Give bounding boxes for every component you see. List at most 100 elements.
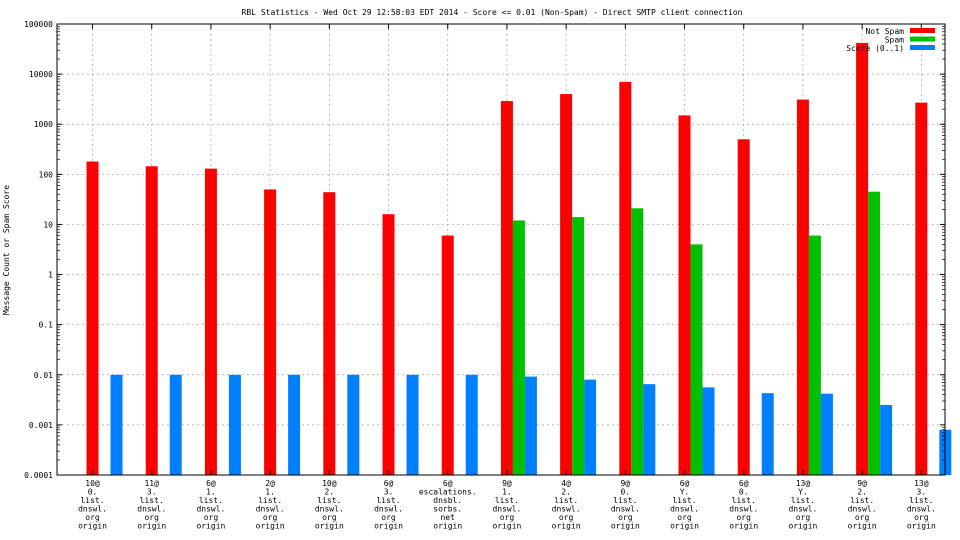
x-tick-label-line: 9@ <box>857 479 867 488</box>
x-tick-label-line: org <box>263 513 278 522</box>
x-tick-label-line: Y. <box>798 488 808 497</box>
x-tick-label-line: org <box>914 513 929 522</box>
bar-not-spam <box>264 189 277 475</box>
y-tick-label: 0.1 <box>39 321 54 330</box>
bar-score-0-1 <box>584 379 597 475</box>
x-tick-label-line: 0. <box>620 488 630 497</box>
x-tick-label-line: dnswl. <box>552 505 581 514</box>
x-tick-label-line: 11@ <box>144 479 159 488</box>
x-tick-label-line: dnswl. <box>137 505 166 514</box>
x-tick-label-line: list. <box>317 496 341 505</box>
x-tick-label-line: origin <box>433 522 462 531</box>
x-tick-label-line: org <box>796 513 811 522</box>
x-tick-label-line: dnswl. <box>492 505 521 514</box>
x-tick-label-line: origin <box>256 522 285 531</box>
y-tick-label: 10 <box>43 220 53 229</box>
bar-not-spam <box>86 161 99 475</box>
x-tick-label: 6@ 0. list. dnswl. org origin <box>729 479 758 531</box>
x-tick-label-line: 2. <box>324 488 334 497</box>
x-tick-label: 9@ 2. list. dnswl. org origin <box>848 479 877 531</box>
legend-label: Score (0..1) <box>846 44 904 53</box>
x-tick-label: 9@ 0. list. dnswl. org origin <box>611 479 640 531</box>
x-tick-label-line: list. <box>495 496 519 505</box>
x-tick-label-line: origin <box>729 522 758 531</box>
x-tick-label-line: list. <box>672 496 696 505</box>
x-tick-label: 2@ 1. list. dnswl. org origin <box>256 479 285 531</box>
bar-not-spam <box>323 192 336 475</box>
x-tick-label-line: org <box>559 513 574 522</box>
x-tick-label-line: org <box>322 513 337 522</box>
x-tick-label-line: origin <box>492 522 521 531</box>
x-tick-label-line: dnswl. <box>196 505 225 514</box>
x-tick-label-line: dnswl. <box>256 505 285 514</box>
x-tick-label-line: origin <box>907 522 936 531</box>
x-tick-label-line: 3. <box>384 488 394 497</box>
x-tick-label-line: origin <box>611 522 640 531</box>
x-tick-label: 6@ escalations. dnsbl. sorbs. net origin <box>419 479 477 531</box>
x-tick-label: 11@ 3. list. dnswl. org origin <box>137 479 166 531</box>
x-tick-label-line: 6@ <box>384 479 394 488</box>
x-tick-label-line: origin <box>788 522 817 531</box>
bar-not-spam <box>441 235 454 475</box>
x-tick-label-line: org <box>204 513 219 522</box>
y-tick-label: 0.001 <box>29 421 53 430</box>
bar-not-spam <box>500 101 513 476</box>
x-tick-label-line: list. <box>850 496 874 505</box>
x-tick-label-line: 10@ <box>85 479 100 488</box>
x-tick-label: 13@ Y. list. dnswl. org origin <box>788 479 817 531</box>
x-tick-label-line: 0. <box>739 488 749 497</box>
bar-not-spam <box>915 102 928 475</box>
x-tick-label-line: list. <box>376 496 400 505</box>
x-tick-label: 4@ 2. list. dnswl. org origin <box>552 479 581 531</box>
legend-label: Not Spam <box>865 27 904 36</box>
x-tick-label-line: org <box>381 513 396 522</box>
legend-swatch <box>910 36 935 42</box>
x-tick-label: 10@ 2. list. dnswl. org origin <box>315 479 344 531</box>
x-tick-label-line: Y. <box>680 488 690 497</box>
x-tick-label-line: list. <box>613 496 637 505</box>
bar-score-0-1 <box>110 374 123 475</box>
bar-score-0-1 <box>702 387 715 475</box>
x-tick-label-line: origin <box>315 522 344 531</box>
x-tick-label-line: 6@ <box>206 479 216 488</box>
x-tick-label-line: dnswl. <box>729 505 758 514</box>
x-tick-label-line: net <box>440 513 455 522</box>
x-tick-label-line: dnswl. <box>848 505 877 514</box>
bar-not-spam <box>204 168 217 475</box>
x-tick-label-line: list. <box>732 496 756 505</box>
x-tick-label-line: 0. <box>88 488 98 497</box>
x-tick-label-line: 9@ <box>620 479 630 488</box>
x-tick-label-line: 6@ <box>739 479 749 488</box>
bar-score-0-1 <box>347 374 360 475</box>
legend-label: Spam <box>885 36 904 45</box>
x-tick-label-line: escalations. <box>419 488 477 497</box>
bar-not-spam <box>737 139 750 475</box>
y-tick-label: 100000 <box>24 20 53 29</box>
bar-score-0-1 <box>288 374 301 475</box>
x-tick-label-line: org <box>144 513 159 522</box>
x-tick-label-line: dnswl. <box>907 505 936 514</box>
bar-score-0-1 <box>880 404 893 475</box>
bar-score-0-1 <box>761 393 774 475</box>
legend-swatch <box>910 45 935 50</box>
y-ticks: 0.0001 0.001 0.01 0.1 1 10 100 1000 10000 100000 <box>24 20 945 480</box>
x-tick-label-line: 13@ <box>796 479 811 488</box>
x-tick-label-line: org <box>855 513 870 522</box>
bar-not-spam <box>619 81 632 476</box>
x-tick-label-line: dnswl. <box>374 505 403 514</box>
y-tick-label: 1 <box>48 271 53 280</box>
x-tick-label-line: org <box>736 513 751 522</box>
bar-spam <box>572 217 585 475</box>
bar-not-spam <box>678 115 691 475</box>
x-tick-label-line: 10@ <box>322 479 337 488</box>
x-tick-label-line: 6@ <box>680 479 690 488</box>
bar-score-0-1 <box>169 374 182 475</box>
chart-title: RBL Statistics - Wed Oct 29 12:58:03 EDT… <box>242 8 743 17</box>
bar-score-0-1 <box>820 393 833 475</box>
bar-spam <box>868 191 881 475</box>
x-tick-label-line: 2. <box>561 488 571 497</box>
x-tick-label-line: dnswl. <box>611 505 640 514</box>
x-tick-label-line: dnsbl. <box>433 496 462 505</box>
